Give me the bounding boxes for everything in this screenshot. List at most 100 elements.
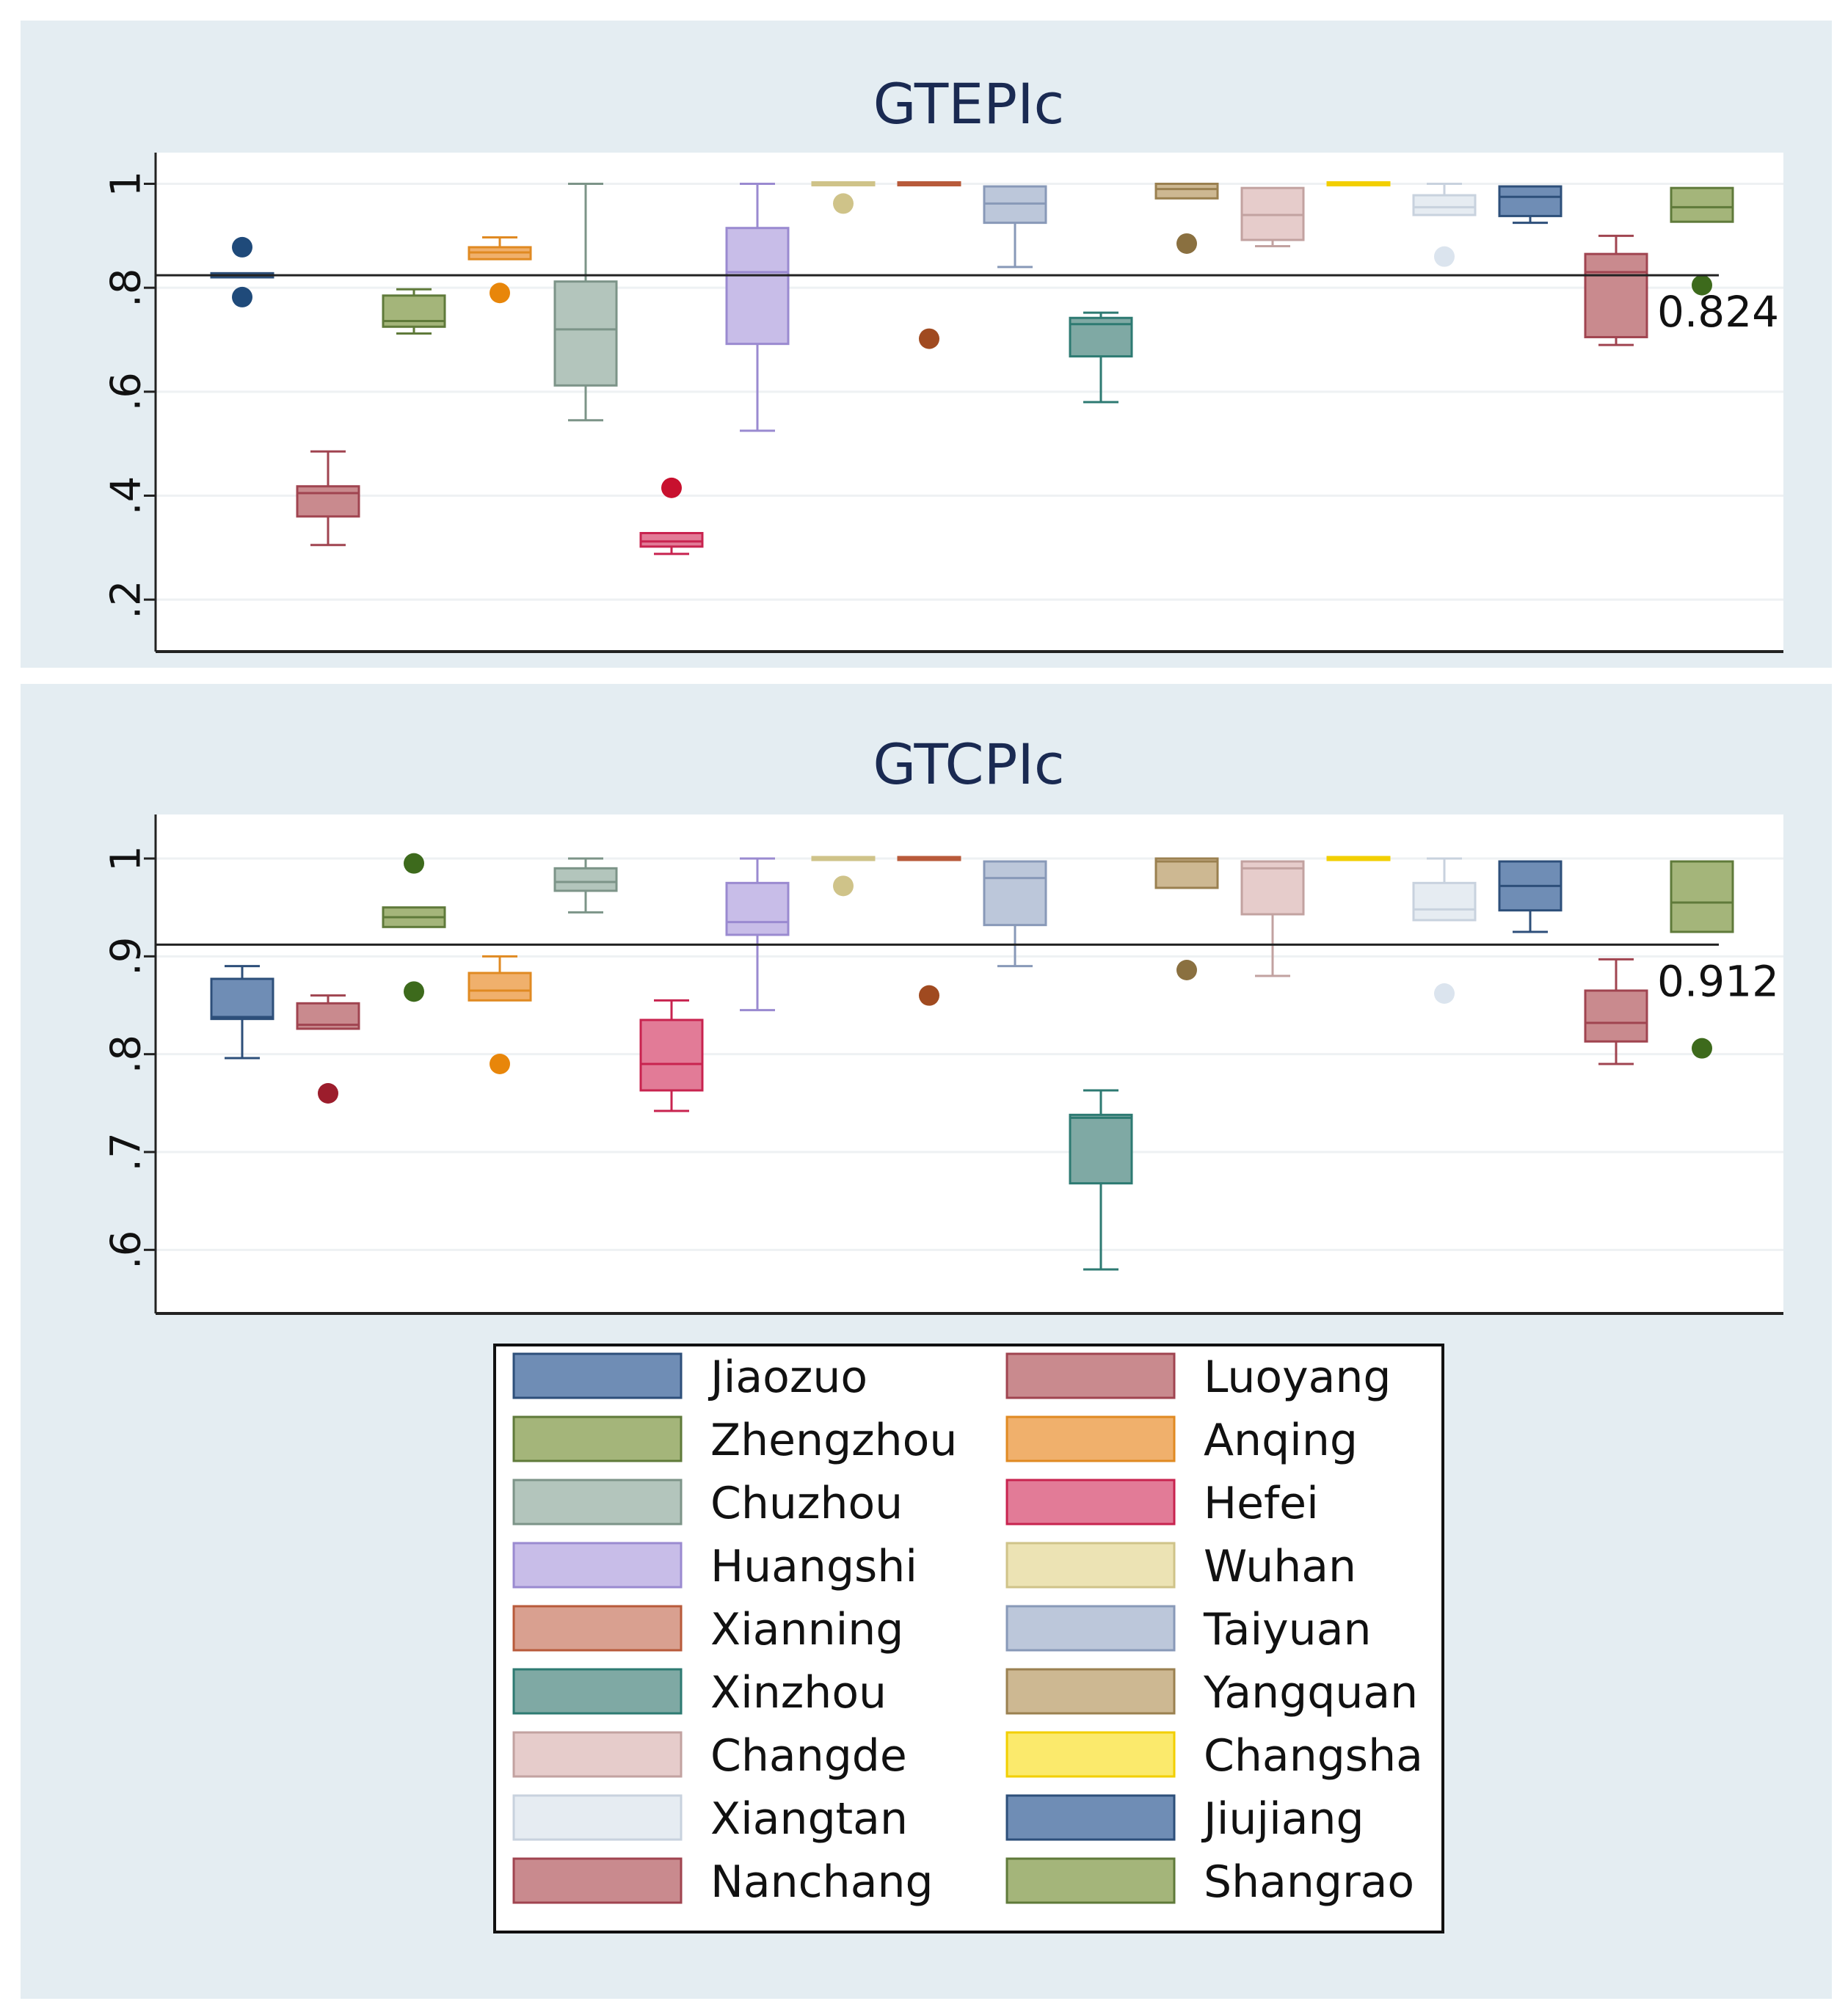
legend-label: Luoyang	[1204, 1352, 1392, 1403]
box-jiaozuo	[210, 965, 274, 1060]
box-iqr	[210, 977, 274, 1021]
box-chuzhou	[553, 857, 618, 914]
reference-line-label: 0.912	[1657, 956, 1779, 1006]
outlier-point	[919, 985, 939, 1006]
box-xinzhou	[1069, 311, 1133, 404]
legend-label: Wuhan	[1204, 1541, 1356, 1592]
legend-swatch	[1005, 1794, 1176, 1841]
outlier-point	[833, 193, 854, 214]
legend-swatch	[512, 1415, 683, 1462]
legend-entry-luoyang: Luoyang	[1005, 1352, 1392, 1403]
box-hefei	[639, 999, 704, 1112]
legend-swatch	[1005, 1668, 1176, 1715]
legend-label: Changde	[710, 1730, 907, 1782]
legend-swatch	[512, 1542, 683, 1589]
outlier-point	[1434, 983, 1455, 1004]
legend-swatch	[512, 1352, 683, 1399]
legend-label: Chuzhou	[710, 1478, 903, 1529]
outlier-point	[318, 1083, 338, 1104]
box-xiangtan	[1412, 857, 1477, 1004]
legend-swatch	[512, 1857, 683, 1904]
panel-2-title: GTCPIc	[873, 732, 1064, 797]
legend-label: Zhengzhou	[710, 1415, 957, 1466]
y-tick-label: .6	[103, 372, 150, 411]
box-iqr	[553, 280, 618, 387]
box-taiyuan	[983, 860, 1047, 968]
legend-label: Hefei	[1204, 1478, 1319, 1529]
outlier-point	[1692, 1038, 1712, 1059]
panel-2-boxes	[210, 853, 1734, 1271]
panel-2-reference: 0.912	[156, 943, 1779, 1006]
box-xinzhou	[1069, 1089, 1133, 1271]
box-wuhan	[811, 856, 876, 897]
box-iqr	[1069, 1113, 1133, 1185]
legend-swatch	[1005, 1352, 1176, 1399]
legend-entry-wuhan: Wuhan	[1005, 1541, 1356, 1592]
box-changsha	[1326, 856, 1391, 861]
box-xianning	[897, 856, 961, 1006]
outlier-point	[1176, 960, 1197, 980]
outlier-point	[404, 981, 424, 1002]
box-iqr	[725, 227, 790, 346]
outlier-point	[833, 875, 854, 897]
box-iqr	[468, 972, 532, 1002]
box-zhengzhou	[382, 853, 446, 1002]
legend-label: Changsha	[1204, 1730, 1423, 1782]
legend-label: Jiaozuo	[707, 1352, 867, 1403]
box-xianning	[897, 181, 961, 349]
legend-entry-zhengzhou: Zhengzhou	[512, 1415, 957, 1466]
outlier-point	[490, 1054, 510, 1074]
legend-entry-changde: Changde	[512, 1730, 907, 1782]
box-jiujiang	[1498, 860, 1563, 933]
legend-swatch	[1005, 1605, 1176, 1652]
box-anqing	[468, 236, 532, 304]
box-luoyang	[296, 994, 360, 1104]
y-tick-label: .9	[103, 937, 150, 976]
box-iqr	[1670, 186, 1734, 223]
outlier-point	[919, 328, 939, 349]
legend-entry-nanchang: Nanchang	[512, 1856, 934, 1908]
legend-entry-yangquan: Yangquan	[1005, 1667, 1418, 1718]
legend-swatch	[1005, 1479, 1176, 1526]
box-iqr	[553, 867, 618, 892]
box-zhengzhou	[382, 288, 446, 335]
legend-swatch	[512, 1794, 683, 1841]
box-luoyang	[296, 450, 360, 547]
legend-entry-xinzhou: Xinzhou	[512, 1667, 887, 1718]
legend-swatch	[1005, 1731, 1176, 1778]
legend-swatch	[512, 1479, 683, 1526]
box-iqr	[1498, 185, 1563, 217]
box-iqr	[1670, 860, 1734, 933]
panel-1-reference: 0.824	[156, 274, 1779, 337]
box-huangshi	[725, 183, 790, 432]
box-iqr	[1154, 183, 1219, 200]
box-changsha	[1326, 181, 1391, 186]
legend-entry-changsha: Changsha	[1005, 1730, 1423, 1782]
legend-label: Xianning	[710, 1604, 903, 1655]
legend-entry-huangshi: Huangshi	[512, 1541, 917, 1592]
box-yangquan	[1154, 857, 1219, 980]
box-iqr	[1154, 857, 1219, 889]
legend-entry-taiyuan: Taiyuan	[1005, 1604, 1372, 1655]
box-iqr	[1412, 194, 1477, 216]
panel-2-gridlines: .6 .7 .8 .9 1	[103, 845, 1783, 1269]
outlier-point	[490, 283, 510, 304]
y-tick-label: .4	[103, 476, 150, 515]
outlier-point	[232, 286, 252, 307]
y-tick-label: .8	[103, 1035, 150, 1074]
legend-swatch	[512, 1731, 683, 1778]
box-shangrao	[1670, 860, 1734, 1059]
legend-swatch	[1005, 1857, 1176, 1904]
legend-entry-hefei: Hefei	[1005, 1478, 1319, 1529]
panel-1-gridlines: .2 .4 .6 .8 1	[103, 171, 1783, 619]
box-iqr	[725, 881, 790, 936]
box-iqr	[639, 532, 704, 548]
outlier-point	[661, 477, 682, 498]
box-yangquan	[1154, 183, 1219, 254]
legend-label: Anqing	[1204, 1415, 1358, 1466]
legend-entry-anqing: Anqing	[1005, 1415, 1358, 1466]
legend-swatch	[1005, 1542, 1176, 1589]
box-iqr	[1412, 881, 1477, 922]
y-tick-label: .7	[103, 1132, 150, 1171]
